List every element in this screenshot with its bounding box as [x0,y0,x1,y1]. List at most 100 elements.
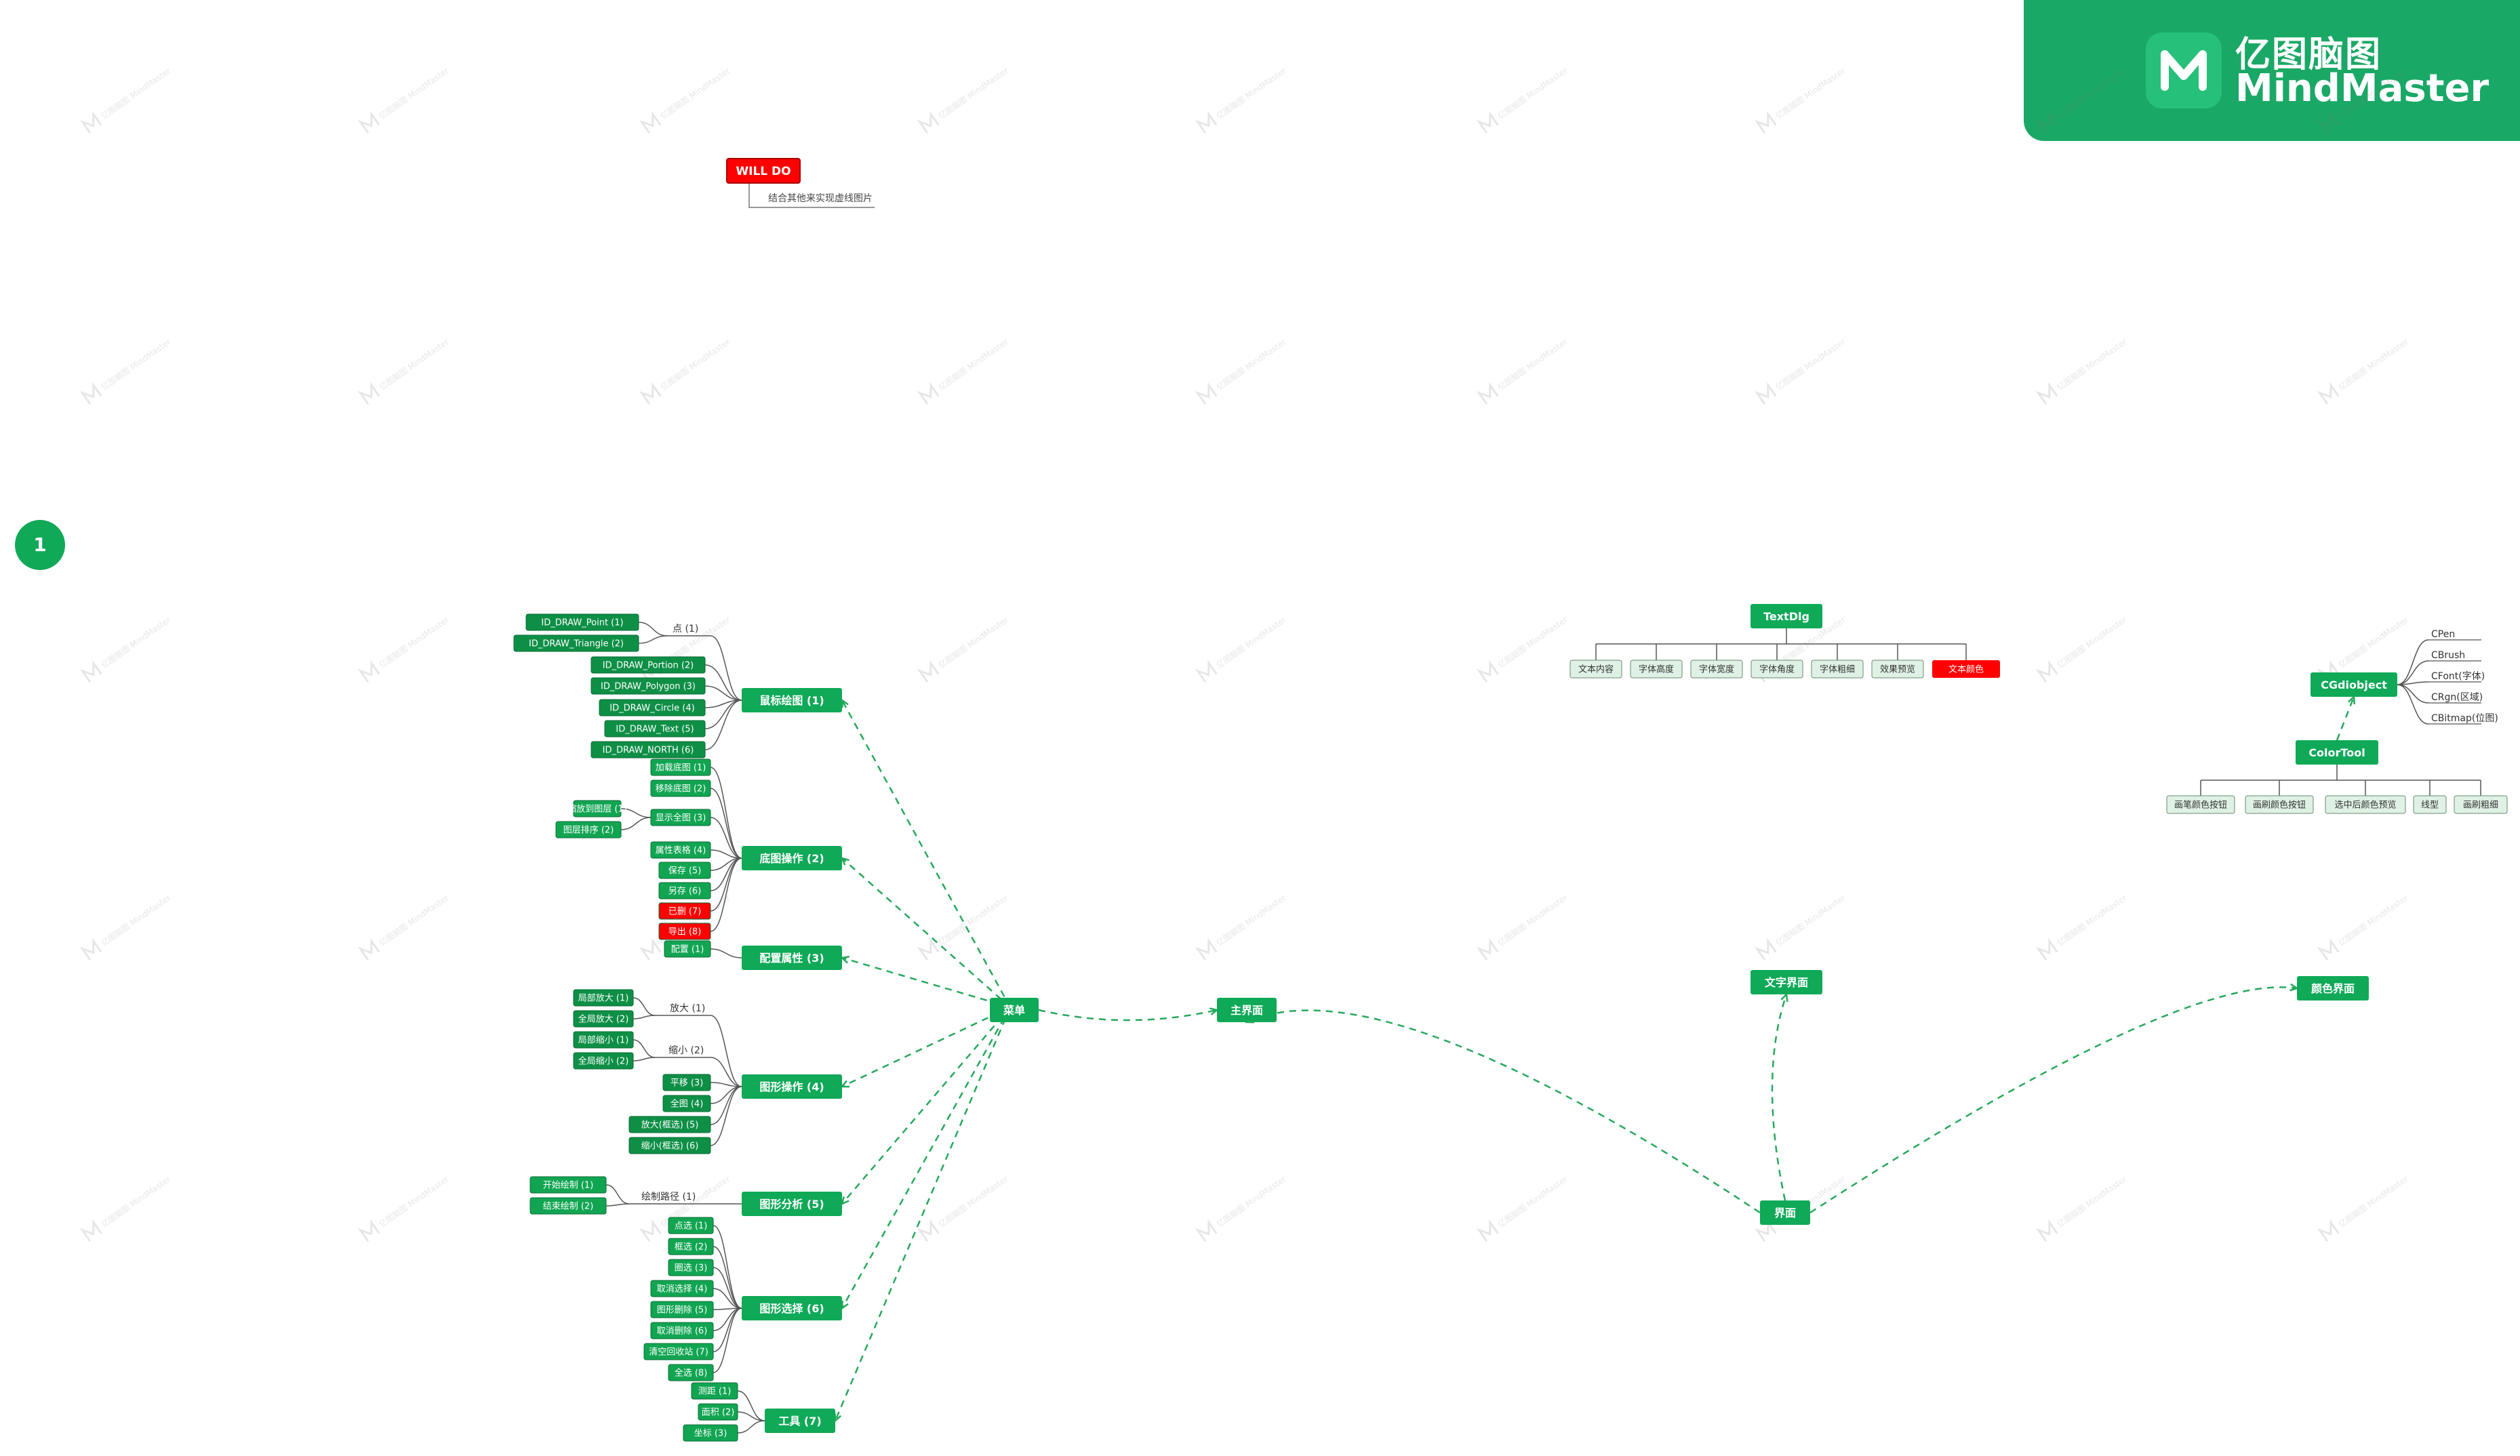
watermark-text: 亿图脑图 MindMaster [2055,892,2128,948]
cgdiobject-node[interactable]: CGdiobject [2311,672,2397,697]
menu-branch-4[interactable]: 图形分析 (5) [742,1192,842,1216]
menu-branch-2[interactable]: 配置属性 (3) [742,946,842,970]
leaf-3-5[interactable]: 全图 (4) [662,1095,711,1112]
textdlg-node[interactable]: TextDlg [1751,604,1822,628]
leaf-5-1[interactable]: 框选 (2) [668,1238,714,1255]
leaf-5-5[interactable]: 取消删除 (6) [650,1322,714,1339]
brand-name-en: MindMaster [2235,66,2489,110]
mindmaster-logo-icon [2146,33,2222,108]
interface-node[interactable]: 界面 [1760,1200,1810,1225]
textdlg-child-1[interactable]: 字体高度 [1630,660,1683,679]
menu-branch-3-label: 图形操作 (4) [759,1080,824,1093]
menu-branch-3[interactable]: 图形操作 (4) [742,1074,842,1099]
watermark-text: 亿图脑图 MindMaster [1214,614,1287,670]
color-ui-node[interactable]: 颜色界面 [2297,976,2369,1000]
menu-branch-0[interactable]: 鼠标绘图 (1) [742,688,842,712]
colortool-child-3[interactable]: 线型 [2413,795,2447,814]
leaf-5-3[interactable]: 取消选择 (4) [650,1280,714,1297]
leaf-1-3[interactable]: 缩放到图层 (1) [567,800,627,817]
leaf-6-1[interactable]: 面积 (2) [698,1403,738,1421]
leaf-3-4[interactable]: 平移 (3) [662,1074,711,1091]
leaf-0-5-label: ID_DRAW_Text (5) [616,725,694,735]
menu-branch-6[interactable]: 工具 (7) [765,1409,835,1433]
leaf-3-7[interactable]: 缩小(框选) (6) [628,1137,711,1154]
textdlg-child-3[interactable]: 字体角度 [1751,660,1803,679]
leaf-1-6[interactable]: 保存 (5) [658,862,711,879]
textdlg-child-6[interactable]: 文本颜色 [1932,660,2000,678]
leaf-3-0[interactable]: 局部放大 (1) [573,989,634,1007]
leaf-1-2-label: 显示全图 (3) [656,813,706,824]
arrow-head-icon [840,1080,850,1088]
leaf-5-7[interactable]: 全选 (8) [668,1364,714,1381]
textdlg-child-4[interactable]: 字体粗细 [1811,660,1864,679]
leaf-1-2[interactable]: 显示全图 (3) [650,809,711,826]
colortool-child-3-box [2413,795,2447,814]
leaf-0-4[interactable]: ID_DRAW_Circle (4) [599,699,706,716]
leaf-0-3[interactable]: ID_DRAW_Polygon (3) [591,677,706,695]
leaf-0-2[interactable]: ID_DRAW_Portion (2) [591,656,706,674]
leaf-3-0-box [573,989,634,1007]
watermark-logo-icon [2317,937,2340,960]
will-do-badge[interactable]: WILL DO [726,158,801,184]
menu-branch-1[interactable]: 底图操作 (2) [742,846,842,870]
menu-branch-4-sub: 绘制路径 (1) [641,1192,696,1202]
leaf-5-0[interactable]: 点选 (1) [668,1217,714,1234]
watermark-mark: 亿图脑图 MindMaster [917,336,1010,405]
leaf-0-3-box [591,677,706,695]
leaf-5-0-label: 点选 (1) [675,1221,708,1232]
main-ui-node[interactable]: 主界面 [1217,998,1277,1022]
leaf-0-5[interactable]: ID_DRAW_Text (5) [604,720,706,737]
leaf-3-1[interactable]: 全局放大 (2) [573,1010,634,1028]
leaf-1-7[interactable]: 另存 (6) [658,882,711,899]
leaf-5-2[interactable]: 圈选 (3) [668,1259,714,1276]
leaf-3-6[interactable]: 放大(框选) (5) [628,1116,711,1133]
leaf-5-4[interactable]: 图形删除 (5) [650,1301,714,1318]
leaf-1-7-label: 另存 (6) [668,887,702,897]
leaf-2-0[interactable]: 配置 (1) [664,940,711,958]
leaf-1-0[interactable]: 加载底图 (1) [650,759,711,776]
leaf-5-6[interactable]: 清空回收站 (7) [643,1343,714,1360]
textdlg-child-0[interactable]: 文本内容 [1569,660,1622,679]
text-ui-node[interactable]: 文字界面 [1751,970,1822,994]
colortool-child-1[interactable]: 画刷颜色按钮 [2245,795,2314,814]
leaf-0-6[interactable]: ID_DRAW_NORTH (6) [591,741,706,759]
menu-branch-5[interactable]: 图形选择 (6) [742,1296,842,1320]
page-number-badge[interactable]: 1 [15,520,65,570]
menu-node[interactable]: 菜单 [990,998,1039,1022]
leaf-0-0[interactable]: ID_DRAW_Point (1) [525,613,639,631]
leaf-1-5-box [650,841,711,859]
leaf-1-8[interactable]: 已删 (7) [658,902,711,920]
link-layer [605,183,2481,1434]
leaf-1-4[interactable]: 图层排序 (2) [555,821,622,838]
watermark-mark: 亿图脑图 MindMaster [357,1173,451,1242]
leaf-3-3[interactable]: 全局缩小 (2) [573,1052,634,1070]
leaf-6-0[interactable]: 测距 (1) [691,1382,738,1400]
textdlg-node-box [1751,604,1822,628]
cgdi-child-0: CPen [2431,629,2455,640]
branch-connector-line [710,1086,742,1146]
menu-branch-5-box [742,1296,842,1320]
leaf-6-2[interactable]: 坐标 (3) [683,1424,738,1442]
colortool-node[interactable]: ColorTool [2296,740,2378,765]
leaf-1-9[interactable]: 导出 (8) [658,923,711,940]
leaf-3-2-label: 局部缩小 (1) [578,1035,629,1046]
leaf-6-0-label: 测距 (1) [698,1387,732,1397]
leaf-3-2[interactable]: 局部缩小 (1) [573,1031,634,1049]
leaf-1-1[interactable]: 移除底图 (2) [650,780,711,797]
watermark-logo-icon [357,937,380,960]
branch-connector-line [704,700,742,750]
textdlg-child-2[interactable]: 字体宽度 [1690,660,1743,679]
leaf-1-5[interactable]: 属性表格 (4) [650,841,711,859]
watermark-mark: 亿图脑图 MindMaster [917,1173,1010,1242]
colortool-child-2-box [2325,795,2406,814]
menu-branch-1-label: 底图操作 (2) [759,852,824,865]
colortool-child-2[interactable]: 选中后颜色预览 [2325,795,2406,814]
leaf-0-1[interactable]: ID_DRAW_Triangle (2) [513,634,639,652]
leaf-4-1[interactable]: 结束绘制 (2) [529,1197,607,1215]
colortool-child-0[interactable]: 画笔颜色按钮 [2166,795,2235,814]
branch-connector-line [638,635,668,644]
colortool-child-4[interactable]: 画刷粗细 [2454,795,2508,814]
textdlg-child-5[interactable]: 效果预览 [1871,660,1924,679]
watermark-text: 亿图脑图 MindMaster [1774,336,1847,392]
leaf-4-0[interactable]: 开始绘制 (1) [529,1176,607,1194]
